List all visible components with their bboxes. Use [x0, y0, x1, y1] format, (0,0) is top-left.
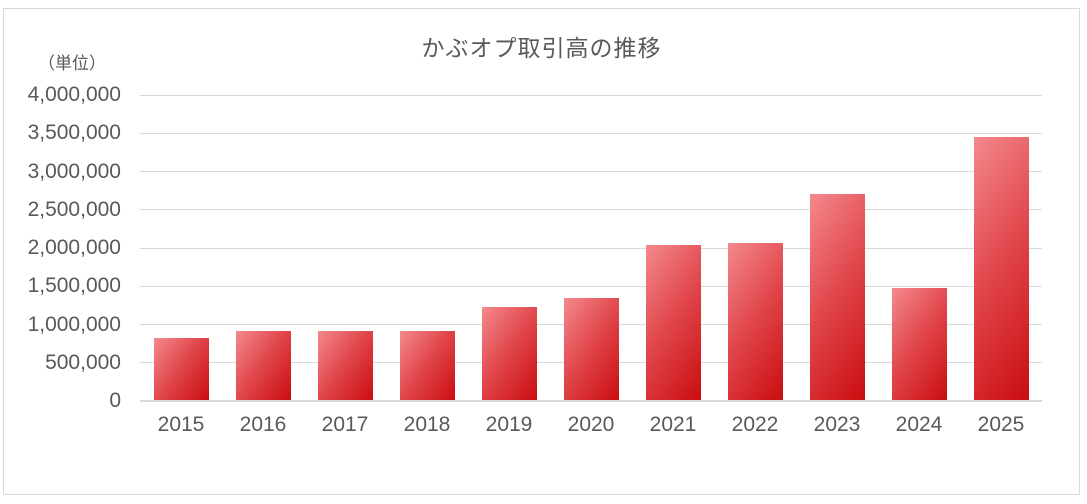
- y-tick-label: 4,000,000: [27, 83, 121, 106]
- x-tick-label: 2025: [977, 413, 1025, 436]
- x-tick-label: 2023: [813, 413, 861, 436]
- y-tick-label: 1,500,000: [27, 274, 121, 298]
- bar-2019: [481, 306, 537, 400]
- gridline: [140, 171, 1042, 172]
- chart-title: かぶオプ取引高の推移: [421, 35, 662, 61]
- x-tick-label: 2018: [403, 413, 451, 436]
- y-axis-unit-label: （単位）: [38, 54, 106, 73]
- gridline: [140, 132, 1042, 134]
- bar-2015: [153, 337, 209, 400]
- y-tick-label: 3,000,000: [27, 159, 121, 183]
- gridline: [140, 94, 1042, 96]
- y-tick-label: 500,000: [45, 350, 121, 374]
- x-tick-label: 2020: [567, 413, 615, 436]
- bar-2024: [891, 287, 947, 400]
- bar-2017: [317, 331, 373, 400]
- y-tick-label: 1,000,000: [27, 312, 121, 336]
- x-tick-label: 2017: [321, 413, 369, 436]
- bar-2025: [973, 137, 1029, 400]
- x-tick-label: 2024: [895, 413, 943, 436]
- bar-2021: [645, 244, 701, 400]
- y-tick-label: 2,000,000: [27, 236, 121, 259]
- bar-2023: [809, 194, 865, 400]
- y-tick-label: 3,500,000: [27, 121, 121, 145]
- y-tick-label: 2,500,000: [27, 197, 121, 221]
- x-axis-line: [140, 400, 1042, 402]
- x-tick-label: 2021: [649, 413, 697, 436]
- gridline: [140, 247, 1042, 249]
- gridline: [140, 209, 1042, 211]
- x-tick-label: 2022: [731, 413, 779, 436]
- bar-2020: [563, 297, 619, 400]
- x-tick-label: 2015: [157, 413, 205, 436]
- bar-2018: [399, 331, 455, 400]
- bar-2016: [235, 331, 291, 400]
- y-tick-label: 0: [109, 389, 121, 412]
- x-tick-label: 2016: [239, 413, 287, 436]
- bar-2022: [727, 243, 783, 400]
- gridline: [140, 285, 1042, 287]
- x-tick-label: 2019: [485, 413, 533, 436]
- chart-frame: かぶオプ取引高の推移 （単位） 0 500,000 1,000,000 1,500,0…: [3, 8, 1080, 495]
- plot-area: 0 500,000 1,000,000 1,500,000 2,000,000 2,500…: [28, 83, 1042, 436]
